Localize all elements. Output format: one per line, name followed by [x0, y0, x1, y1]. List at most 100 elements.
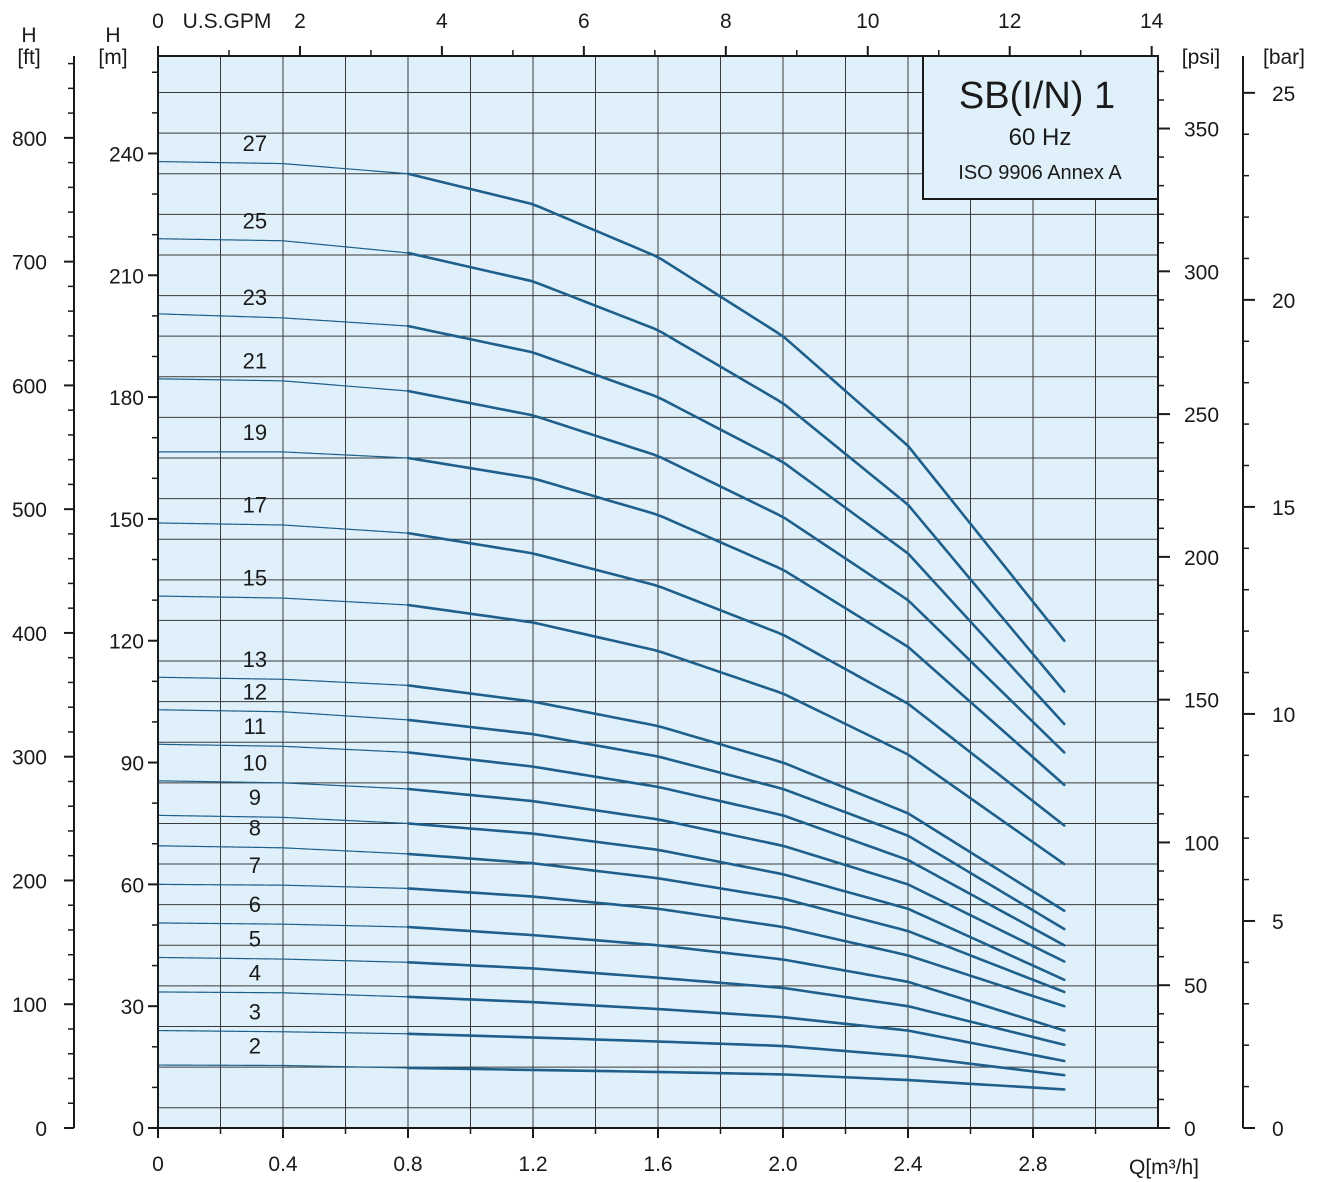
- y-m-label-line2: [m]: [98, 46, 127, 69]
- curve-label-10: 10: [243, 750, 267, 775]
- chart-title: SB(I/N) 1: [959, 75, 1115, 117]
- x-top-tick-label: 12: [998, 10, 1021, 33]
- curve-23: [406, 324, 1066, 726]
- y-psi-tick-label: 50: [1184, 975, 1207, 998]
- y-bar-tick-label: 0: [1272, 1118, 1284, 1141]
- curve-thin-11: [157, 743, 409, 753]
- curve-thin-17: [157, 522, 409, 534]
- y-ft-tick-label: 500: [12, 499, 47, 522]
- title-box-frame: [922, 55, 1159, 200]
- y-psi-tick-label: 150: [1184, 690, 1219, 713]
- x-top-tick-label: 0: [152, 10, 164, 33]
- curve-6: [406, 925, 1066, 1032]
- curve-thin-27: [157, 160, 409, 175]
- y-ft-tick-label: 600: [12, 375, 47, 398]
- y-ft-tick-label: 800: [12, 128, 47, 151]
- y-m-tick-label: 180: [109, 387, 144, 410]
- x-top-label: U.S.GPM: [183, 10, 272, 33]
- axes: 0 0.4 0.8 1.2 1.6 2.0 2.4 2.80 2 4 6 8 10 12 140306090…: [12, 10, 1295, 1176]
- curve-thin-10: [157, 780, 409, 790]
- x-tick-label: 2.4: [893, 1153, 923, 1176]
- curve-label-9: 9: [249, 785, 261, 810]
- curve-2: [406, 1066, 1066, 1091]
- y-m-tick-label: 90: [121, 753, 144, 776]
- y-m-tick-label: 150: [109, 509, 144, 532]
- chart-subtitle: 60 Hz: [1009, 124, 1072, 151]
- curve-thin-21: [157, 378, 409, 392]
- curve-19: [406, 456, 1066, 787]
- y-bar-tick-label: 5: [1272, 911, 1284, 934]
- curve-label-4: 4: [249, 961, 261, 986]
- y-ft-tick-label: 200: [12, 870, 47, 893]
- curve-4: [406, 995, 1066, 1063]
- x-top-tick-label: 6: [578, 10, 590, 33]
- curve-thin-7: [157, 883, 409, 890]
- y-bar-tick-label: 10: [1272, 704, 1295, 727]
- y-bar-tick-label: 15: [1272, 497, 1295, 520]
- y-ft-tick-label: 100: [12, 994, 47, 1017]
- x-tick-label: 2.0: [768, 1153, 797, 1176]
- y-m-tick-label: 240: [109, 143, 144, 166]
- x-top-tick-label: 14: [1140, 10, 1164, 33]
- x-top-tick-label: 8: [720, 10, 732, 33]
- curve-label-7: 7: [249, 853, 261, 878]
- curve-label-6: 6: [249, 892, 261, 917]
- x-top-tick-label: 2: [294, 10, 306, 33]
- curve-label-19: 19: [243, 420, 267, 445]
- curve-15: [406, 603, 1066, 866]
- y-ft-tick-label: 0: [35, 1118, 47, 1141]
- curve-thin-13: [157, 676, 409, 686]
- curve-thin-25: [157, 238, 409, 254]
- y-m-tick-label: 120: [109, 631, 144, 654]
- curve-thin-6: [157, 922, 409, 928]
- curve-label-11: 11: [243, 714, 266, 739]
- curve-thin-19: [158, 451, 409, 459]
- x-tick-label: 1.2: [518, 1153, 547, 1176]
- y-psi-tick-label: 300: [1184, 261, 1219, 284]
- y-ft-tick-label: 700: [12, 252, 47, 275]
- x-top-tick-label: 10: [856, 10, 879, 33]
- y-m-tick-label: 30: [121, 996, 144, 1019]
- y-psi-tick-label: 250: [1184, 404, 1219, 427]
- y-psi-tick-label: 0: [1184, 1118, 1196, 1141]
- curve-label-27: 27: [243, 131, 267, 156]
- curve-thin-15: [157, 595, 409, 606]
- curve-label-15: 15: [243, 566, 267, 591]
- curve-11: [406, 751, 1066, 947]
- curve-label-25: 25: [243, 208, 267, 233]
- curve-thin-12: [157, 709, 409, 721]
- y-m-tick-label: 60: [121, 874, 144, 897]
- curve-thin-9: [157, 814, 409, 825]
- curve-label-8: 8: [249, 815, 261, 840]
- curve-label-3: 3: [249, 999, 261, 1024]
- y-m-tick-label: 0: [132, 1118, 144, 1141]
- y-psi-tick-label: 200: [1184, 547, 1219, 570]
- x-tick-label: 0.4: [268, 1153, 298, 1176]
- y-m-label-line1: H: [105, 24, 120, 47]
- chart-standard: ISO 9906 Annex A: [958, 162, 1122, 184]
- curve-thin-4: [157, 991, 409, 998]
- curve-9: [406, 822, 1066, 982]
- curve-thin-8: [157, 845, 409, 855]
- x-tick-label: 2.8: [1018, 1153, 1047, 1176]
- curve-thin-2: [157, 1064, 409, 1069]
- x-tick-label: 0: [152, 1153, 164, 1176]
- curve-10: [406, 787, 1066, 963]
- x-label: Q[m³/h]: [1129, 1156, 1199, 1179]
- curve-13: [406, 684, 1066, 913]
- curve-label-5: 5: [249, 927, 261, 952]
- curve-label-13: 13: [243, 647, 267, 672]
- curve-label-2: 2: [249, 1033, 261, 1058]
- curve-25: [406, 251, 1066, 693]
- curve-thin-23: [157, 313, 409, 327]
- y-bar-label: [bar]: [1263, 46, 1305, 69]
- y-psi-tick-label: 100: [1184, 832, 1219, 855]
- curve-12: [406, 718, 1066, 931]
- y-bar-tick-label: 25: [1272, 83, 1295, 106]
- x-tick-label: 1.6: [643, 1153, 672, 1176]
- curve-8: [406, 852, 1066, 994]
- y-ft-tick-label: 300: [12, 747, 47, 770]
- y-ft-label-line2: [ft]: [17, 46, 40, 69]
